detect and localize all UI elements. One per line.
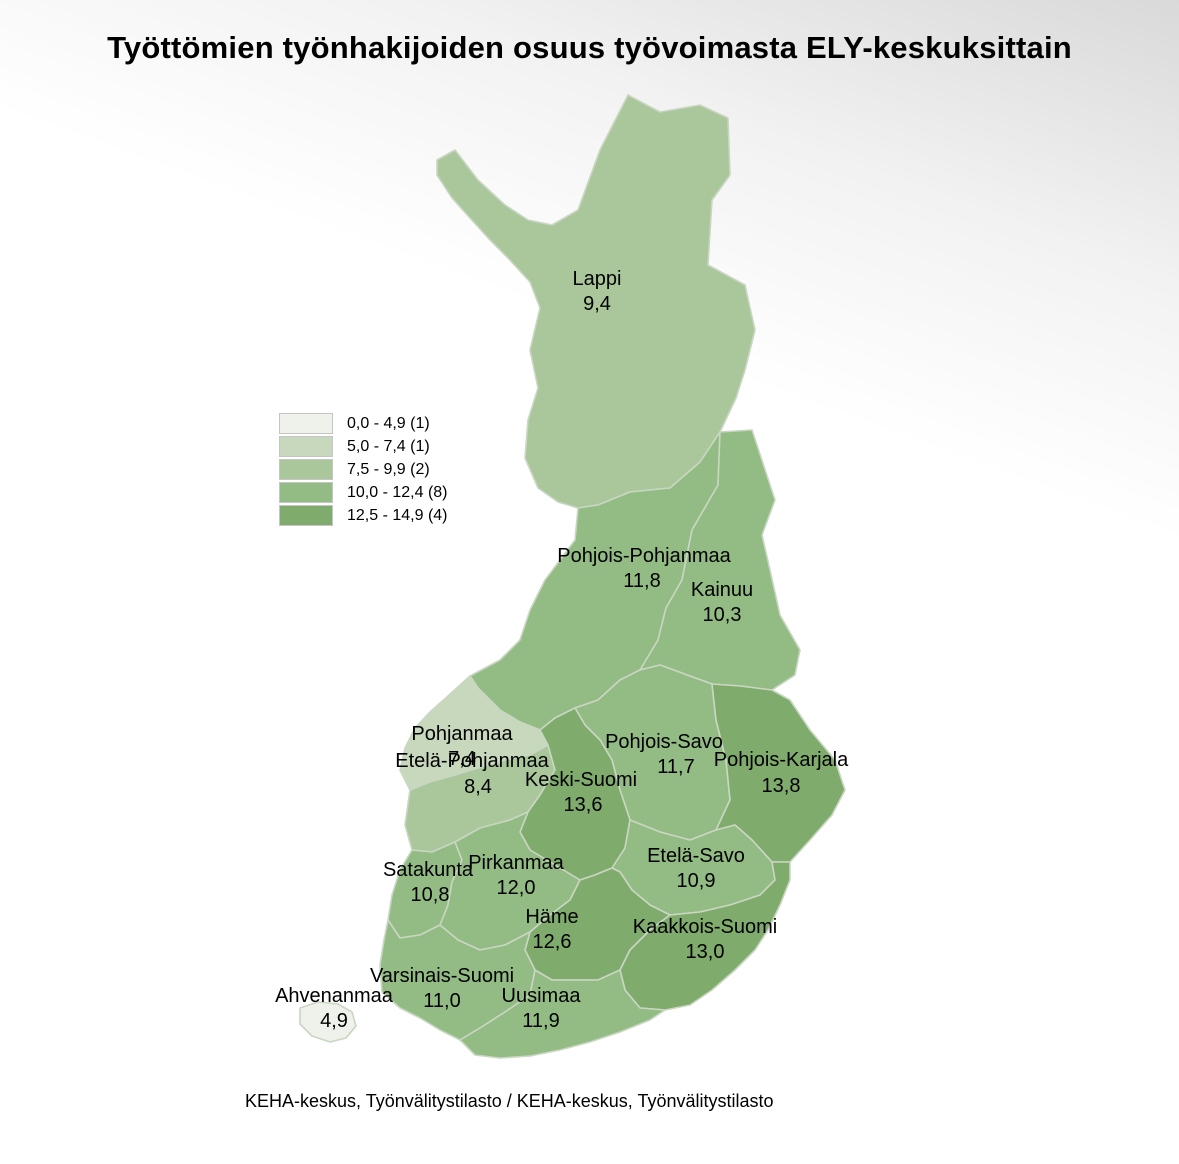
label-satakunta-name: Satakunta [383,859,474,881]
legend-row: 10,0 - 12,4 (8) [279,481,448,504]
label-lappi-name: Lappi [573,268,622,290]
legend-row: 7,5 - 9,9 (2) [279,458,448,481]
label-uusimaa-name: Uusimaa [502,985,582,1007]
legend-label-5: 12,5 - 14,9 (4) [347,506,448,524]
legend-swatch-4 [279,482,333,503]
map-title: Työttömien työnhakijoiden osuus työvoima… [107,30,1072,65]
legend-row: 12,5 - 14,9 (4) [279,504,448,527]
label-etela-savo-name: Etelä-Savo [647,845,745,867]
legend-swatch-1 [279,413,333,434]
label-pohjois-karjala-name: Pohjois-Karjala [714,749,849,771]
legend-swatch-5 [279,505,333,526]
label-varsinais-suomi-value: 11,0 [423,990,460,1012]
label-kainuu-name: Kainuu [691,579,753,601]
label-pohjois-pohjanmaa-value: 11,8 [623,570,660,592]
label-hame-name: Häme [525,906,578,928]
legend-label-4: 10,0 - 12,4 (8) [347,483,448,501]
legend-label-2: 5,0 - 7,4 (1) [347,437,430,455]
label-ahvenanmaa-value: 4,9 [320,1010,348,1032]
label-kaakkois-suomi-name: Kaakkois-Suomi [633,916,778,938]
legend-swatch-2 [279,436,333,457]
label-pirkanmaa-name: Pirkanmaa [468,852,564,874]
label-pirkanmaa-value: 12,0 [497,877,536,899]
label-ahvenanmaa-name: Ahvenanmaa [275,985,394,1007]
label-pohjois-savo-name: Pohjois-Savo [605,731,723,753]
label-pohjanmaa-name: Pohjanmaa [411,723,513,745]
label-pohjois-savo-value: 11,7 [657,756,694,778]
label-keski-suomi-name: Keski-Suomi [525,769,637,791]
label-lappi-value: 9,4 [583,293,611,315]
region-uusimaa[interactable] [459,969,666,1059]
label-etela-savo-value: 10,9 [677,870,716,892]
label-etela-pohjanmaa-value: 8,4 [464,776,492,798]
map-legend: 0,0 - 4,9 (1) 5,0 - 7,4 (1) 7,5 - 9,9 (2… [279,412,448,527]
label-etela-pohjanmaa-name: Etelä-Pohjanmaa [395,750,549,772]
legend-swatch-3 [279,459,333,480]
label-kainuu-value: 10,3 [703,604,742,626]
label-hame-value: 12,6 [533,931,572,953]
source-note: KEHA-keskus, Työnvälitystilasto / KEHA-k… [245,1091,774,1111]
label-pohjois-pohjanmaa-name: Pohjois-Pohjanmaa [557,545,731,567]
legend-row: 0,0 - 4,9 (1) [279,412,448,435]
legend-label-3: 7,5 - 9,9 (2) [347,460,430,478]
label-pohjois-karjala-value: 13,8 [762,775,801,797]
label-kaakkois-suomi-value: 13,0 [686,941,725,963]
legend-row: 5,0 - 7,4 (1) [279,435,448,458]
label-varsinais-suomi-name: Varsinais-Suomi [370,965,514,987]
label-satakunta-value: 10,8 [411,884,450,906]
label-keski-suomi-value: 13,6 [564,794,603,816]
legend-label-1: 0,0 - 4,9 (1) [347,414,430,432]
label-uusimaa-value: 11,9 [522,1010,559,1032]
label-pohjanmaa-value: 7,4 [448,748,476,770]
region-pohjois-karjala[interactable] [711,683,846,863]
region-ahvenanmaa[interactable] [299,1001,357,1043]
